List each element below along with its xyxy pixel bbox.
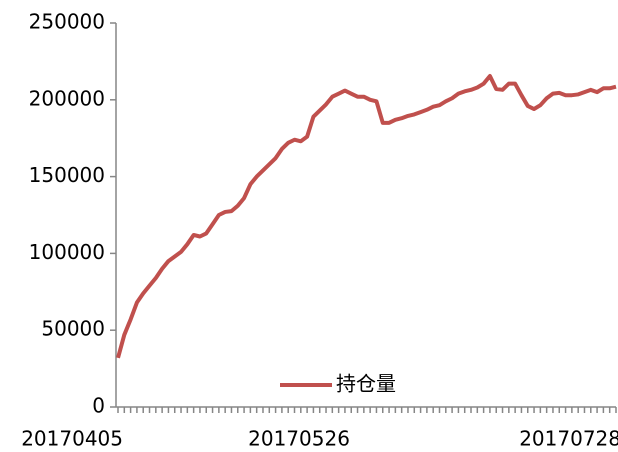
x-tick-label: 20170405 (21, 427, 123, 451)
legend-label: 持仓量 (336, 372, 396, 396)
data-line (116, 73, 617, 359)
y-tick-label: 100000 (29, 240, 105, 264)
y-tick-label: 250000 (29, 10, 105, 34)
y-tick-label: 200000 (29, 86, 105, 110)
x-tick-label: 20170728 (519, 427, 618, 451)
y-tick-label: 0 (92, 394, 105, 418)
y-tick-label: 50000 (41, 317, 105, 341)
x-tick-label: 20170526 (248, 427, 350, 451)
y-tick-label: 150000 (29, 163, 105, 187)
